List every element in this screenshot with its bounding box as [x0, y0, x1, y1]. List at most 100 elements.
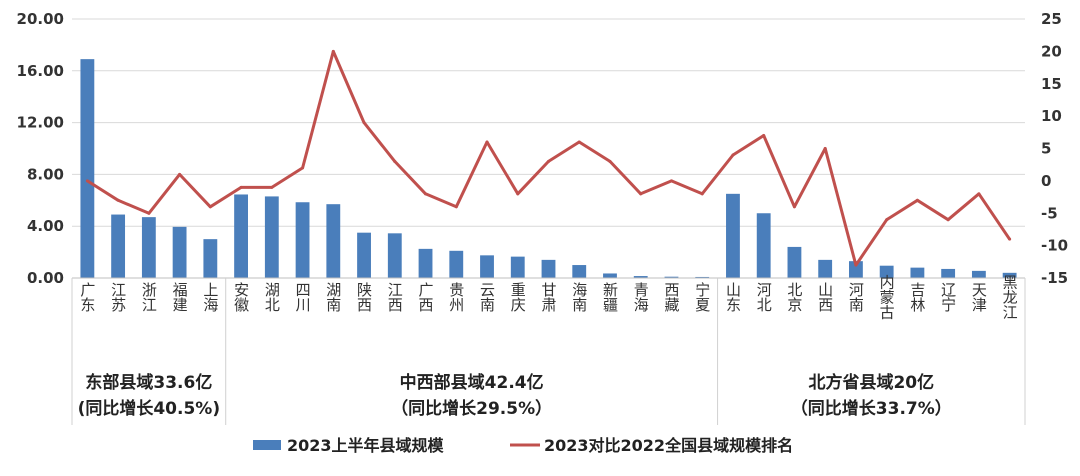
- line-point: [1008, 237, 1012, 241]
- bar: [787, 246, 802, 278]
- line-point: [424, 192, 428, 196]
- bar: [941, 268, 956, 278]
- bar: [141, 217, 156, 278]
- line-point: [239, 185, 243, 189]
- category-label: 内蒙古: [878, 275, 896, 320]
- line-point: [178, 172, 182, 176]
- line-point: [608, 159, 612, 163]
- category-label: 西藏: [662, 282, 680, 313]
- bar: [203, 239, 218, 278]
- group-label-growth: (同比增长40.5%): [78, 398, 221, 419]
- bar: [541, 259, 556, 278]
- line-point: [454, 205, 458, 209]
- line-point: [301, 166, 305, 170]
- category-label: 青海: [632, 282, 650, 312]
- category-label: 黑龙江: [1001, 275, 1019, 320]
- y-left-tick-label: 20.00: [17, 10, 64, 28]
- category-label: 重庆: [509, 282, 527, 312]
- category-label: 甘肃: [540, 282, 558, 312]
- line-point: [577, 140, 581, 144]
- bar: [357, 232, 371, 278]
- line-point: [854, 263, 858, 267]
- bar: [695, 276, 710, 278]
- category-label: 吉林: [908, 282, 926, 312]
- group-label-name: 东部县域33.6亿: [85, 372, 212, 393]
- line-point: [485, 140, 489, 144]
- line-point: [85, 179, 89, 183]
- y-left-tick-label: 0.00: [27, 269, 64, 287]
- y-right-tick-label: -15: [1041, 269, 1068, 287]
- y-right-tick-label: -10: [1041, 237, 1068, 255]
- line-point: [762, 134, 766, 138]
- line-point: [700, 192, 704, 196]
- line-point: [823, 147, 827, 150]
- legend-line-label: 2023对比2022全国县域规模排名: [544, 436, 793, 455]
- bar: [726, 193, 740, 278]
- line-point: [639, 192, 643, 196]
- category-label: 云南: [478, 282, 496, 312]
- category-label: 江苏: [109, 282, 127, 313]
- line-point: [331, 49, 335, 53]
- category-label: 广东: [78, 282, 96, 312]
- category-label: 广西: [417, 282, 435, 312]
- bar: [234, 194, 248, 278]
- bar: [572, 265, 587, 278]
- category-label: 山西: [816, 282, 834, 312]
- y-right-tick-label: 15: [1041, 75, 1062, 93]
- line-point: [208, 205, 212, 209]
- category-label: 辽宁: [939, 282, 957, 312]
- bar: [1002, 272, 1017, 278]
- line-point: [362, 121, 366, 125]
- y-left-tick-label: 8.00: [27, 165, 64, 183]
- bar: [633, 276, 648, 278]
- category-label: 江西: [386, 282, 404, 312]
- y-right-tick-label: -5: [1041, 204, 1058, 222]
- category-label: 天津: [970, 282, 988, 312]
- y-left-tick-label: 4.00: [27, 217, 64, 235]
- bar: [111, 214, 126, 278]
- line-point: [977, 192, 981, 196]
- category-label: 河南: [847, 282, 865, 312]
- category-label: 陕西: [355, 282, 373, 312]
- bar: [326, 204, 341, 278]
- bar: [879, 265, 894, 278]
- bar: [910, 267, 925, 278]
- bar: [295, 202, 310, 278]
- line-point: [792, 205, 796, 209]
- bar: [849, 261, 863, 278]
- category-label: 河北: [755, 282, 773, 312]
- category-label: 湖北: [263, 282, 281, 312]
- category-label: 北京: [785, 282, 803, 313]
- y-right-tick-label: 10: [1041, 107, 1062, 125]
- bar: [971, 270, 986, 278]
- line-point: [915, 198, 919, 202]
- category-label: 新疆: [601, 282, 619, 312]
- bar: [418, 248, 433, 278]
- bar: [756, 213, 771, 278]
- legend-bar-label: 2023上半年县域规模: [287, 436, 445, 455]
- line-point: [516, 192, 520, 196]
- line-point: [147, 211, 151, 215]
- category-label: 海南: [570, 282, 588, 312]
- bar: [480, 255, 494, 278]
- group-label-growth: （同比增长33.7%）: [791, 398, 952, 419]
- category-label: 安徽: [232, 282, 250, 312]
- y-left-tick-label: 16.00: [17, 62, 64, 80]
- line-point: [885, 218, 889, 222]
- bar: [449, 250, 464, 278]
- category-label: 浙江: [140, 282, 158, 312]
- bar: [603, 273, 617, 278]
- group-label-growth: （同比增长29.5%）: [391, 398, 552, 419]
- category-label: 湖南: [324, 282, 342, 312]
- line-point: [547, 159, 550, 163]
- category-label: 宁夏: [693, 282, 711, 312]
- category-label: 福建: [171, 282, 189, 312]
- y-right-tick-label: 0: [1041, 172, 1051, 190]
- line-point: [393, 159, 397, 163]
- line-point: [731, 153, 735, 157]
- y-right-tick-label: 25: [1041, 10, 1062, 28]
- category-label: 贵州: [447, 282, 465, 312]
- line-point: [270, 185, 274, 189]
- category-label: 四川: [294, 282, 312, 312]
- group-label-name: 北方省县域20亿: [808, 372, 934, 393]
